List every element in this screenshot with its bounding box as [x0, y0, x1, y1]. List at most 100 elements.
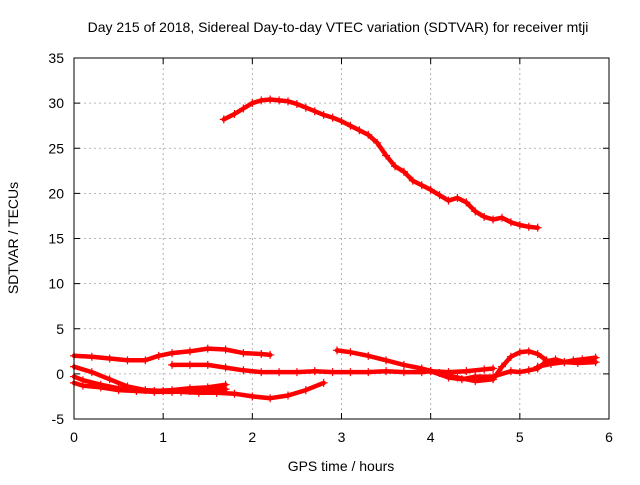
data-point [498, 213, 506, 222]
data-point [346, 348, 355, 357]
data-point [168, 349, 177, 358]
data-point [462, 198, 471, 207]
data-point [319, 110, 328, 119]
data-point [221, 363, 230, 372]
data-point [154, 351, 163, 360]
ticks: 0 1 2 3 4 5 6 -5 0 5 10 15 20 25 30 35 [48, 50, 613, 445]
x-tick-label: 0 [70, 429, 78, 445]
series-line [71, 380, 228, 395]
data-point [301, 103, 310, 112]
data-point [453, 193, 462, 202]
data-point [203, 344, 212, 353]
y-tick-label: 30 [48, 95, 64, 111]
data-point [221, 345, 230, 354]
x-tick-label: 3 [338, 429, 346, 445]
series-track-f [333, 346, 551, 386]
data-point [257, 368, 266, 377]
data-point [87, 368, 96, 377]
data-point [87, 352, 96, 361]
data-point [462, 367, 471, 376]
data-point [591, 358, 600, 367]
data-point [382, 356, 391, 365]
data-point [292, 368, 301, 377]
data-point [132, 387, 141, 396]
y-tick-label: 5 [56, 321, 64, 337]
data-point [382, 151, 391, 160]
data-point [150, 387, 159, 396]
data-point [560, 358, 569, 367]
data-point [489, 215, 498, 224]
series-track-c [70, 362, 328, 403]
series-track-a [70, 344, 275, 365]
data-point [346, 121, 355, 130]
series-layer [70, 95, 600, 403]
data-point [185, 387, 194, 396]
data-point [328, 113, 337, 122]
data-point [105, 354, 114, 363]
data-point [230, 389, 239, 398]
data-point [230, 109, 239, 118]
data-point [515, 220, 524, 229]
data-point [364, 368, 373, 377]
data-point [310, 367, 319, 376]
data-point [471, 372, 480, 381]
grid [74, 58, 609, 419]
data-point [457, 375, 466, 384]
data-point [284, 391, 292, 400]
data-point [346, 368, 355, 377]
data-point [408, 176, 417, 185]
data-point [524, 347, 533, 356]
data-point [426, 185, 435, 194]
data-point [248, 99, 257, 108]
data-point [399, 368, 408, 377]
series-track-e [70, 378, 230, 396]
y-tick-label: 25 [48, 140, 64, 156]
data-point [239, 366, 248, 375]
y-axis-label: SDTVAR / TECUs [5, 182, 21, 294]
data-point [506, 367, 515, 376]
series-track-h [533, 358, 600, 371]
data-point [319, 378, 328, 387]
data-point [239, 349, 248, 358]
data-point [547, 359, 556, 368]
data-point [168, 387, 177, 396]
data-point [203, 386, 212, 395]
data-point [435, 191, 444, 200]
data-point [480, 212, 489, 221]
data-point [221, 385, 230, 394]
data-point [515, 348, 524, 357]
data-point [444, 373, 453, 382]
data-point [524, 366, 533, 375]
data-point [266, 95, 275, 104]
data-point [123, 356, 132, 365]
data-point [373, 138, 382, 147]
data-point [301, 386, 310, 395]
data-point [515, 368, 524, 377]
data-point [417, 364, 426, 373]
data-point [391, 162, 399, 171]
series-track-high [219, 95, 542, 232]
y-tick-label: 10 [48, 276, 64, 292]
data-point [257, 96, 266, 105]
data-point [328, 368, 337, 377]
data-point [399, 167, 408, 176]
series-line [535, 359, 598, 369]
data-point [266, 350, 275, 359]
x-axis-label: GPS time / hours [288, 458, 395, 474]
data-point [168, 360, 177, 369]
data-point [506, 352, 515, 361]
data-point [355, 126, 364, 135]
data-point [533, 362, 542, 371]
data-point [489, 364, 498, 373]
data-point [185, 360, 194, 369]
data-point [533, 223, 542, 232]
data-point [382, 367, 391, 376]
series-line [221, 97, 540, 230]
data-point [239, 104, 248, 113]
data-point [185, 347, 194, 356]
y-tick-label: 35 [48, 50, 64, 66]
data-point [114, 386, 123, 395]
data-point [480, 365, 489, 374]
